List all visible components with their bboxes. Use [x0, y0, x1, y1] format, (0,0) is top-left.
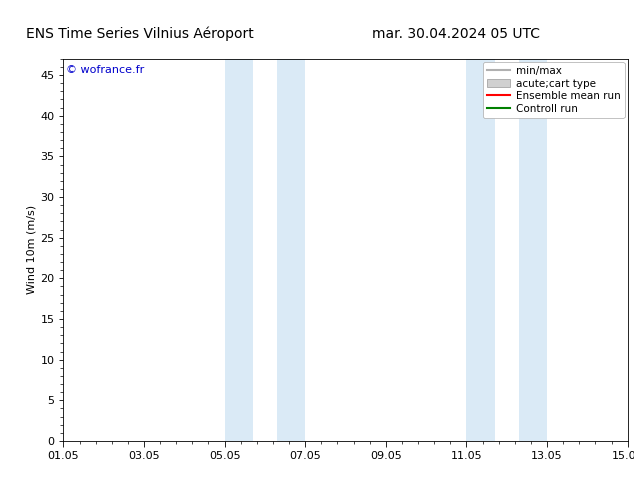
Y-axis label: Wind 10m (m/s): Wind 10m (m/s) — [26, 205, 36, 294]
Text: © wofrance.fr: © wofrance.fr — [66, 65, 145, 74]
Bar — [519, 59, 547, 441]
Bar — [467, 59, 495, 441]
Bar — [277, 59, 305, 441]
Text: mar. 30.04.2024 05 UTC: mar. 30.04.2024 05 UTC — [373, 27, 540, 41]
Legend: min/max, acute;cart type, Ensemble mean run, Controll run: min/max, acute;cart type, Ensemble mean … — [483, 62, 624, 118]
Bar — [224, 59, 253, 441]
Text: ENS Time Series Vilnius Aéroport: ENS Time Series Vilnius Aéroport — [25, 27, 254, 42]
